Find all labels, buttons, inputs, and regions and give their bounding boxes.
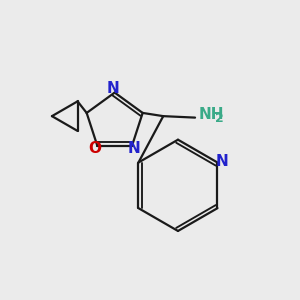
Text: NH: NH (199, 107, 224, 122)
Text: N: N (128, 141, 141, 156)
Text: O: O (88, 141, 101, 156)
Text: 2: 2 (215, 112, 224, 125)
Text: N: N (215, 154, 228, 169)
Text: N: N (107, 81, 120, 96)
